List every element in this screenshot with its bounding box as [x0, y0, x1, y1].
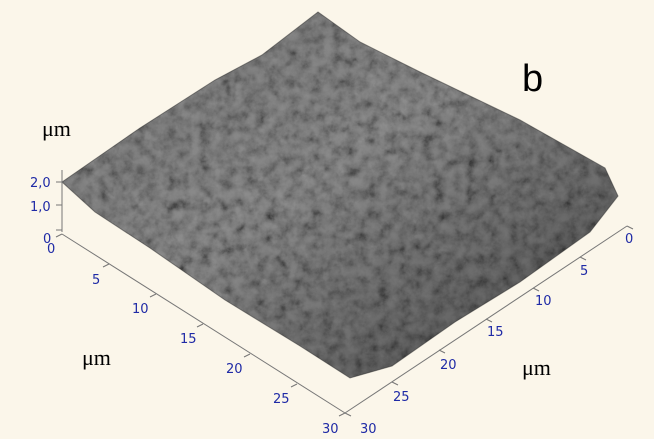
right-tick-label: 20	[440, 358, 457, 373]
left-axis-ticks: 0 5 10 15 20 25 30	[47, 233, 346, 437]
z-axis-unit-label: μm	[42, 116, 71, 141]
right-tick-label: 15	[487, 325, 504, 340]
right-tick-label: 25	[393, 390, 410, 405]
left-tick-label: 0	[47, 242, 55, 257]
right-tick-label: 0	[625, 232, 633, 247]
z-tick-label: 2,0	[30, 176, 51, 191]
right-axis-ticks: 0 5 10 15 20 25 30	[344, 225, 633, 437]
left-tick-label: 20	[226, 362, 243, 377]
right-tick-label: 10	[535, 294, 552, 309]
left-tick-label: 25	[273, 392, 290, 407]
left-tick-label: 5	[92, 273, 100, 288]
left-axis-unit-label: μm	[82, 345, 111, 370]
right-axis-unit-label: μm	[522, 355, 551, 380]
surface-topography	[61, 11, 619, 379]
right-tick-label: 5	[580, 264, 588, 279]
panel-label: b	[522, 58, 544, 100]
left-axis-line	[61, 233, 346, 414]
left-tick-label: 15	[180, 332, 197, 347]
z-axis-ticks: 2,0 1,0 0	[30, 176, 62, 247]
z-tick-label: 0	[43, 232, 51, 247]
right-tick-label: 30	[360, 422, 377, 437]
left-tick-label: 30	[322, 422, 339, 437]
z-tick-label: 1,0	[30, 200, 51, 215]
left-tick-label: 10	[132, 302, 149, 317]
